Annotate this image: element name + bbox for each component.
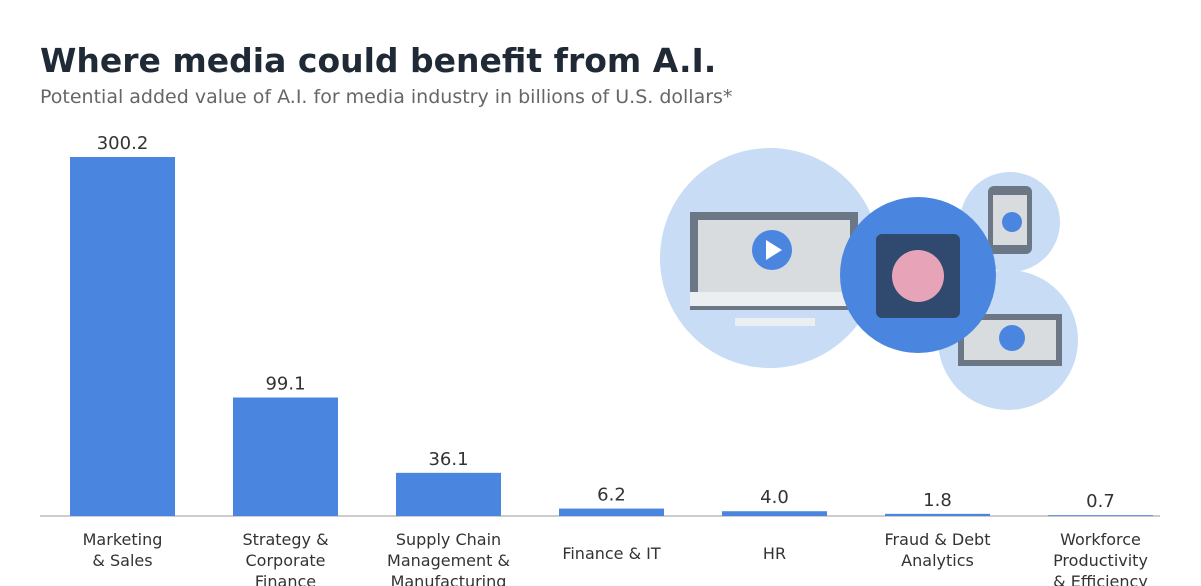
bar: [233, 397, 338, 516]
play-icon: [766, 240, 782, 260]
illustration: [660, 148, 1078, 410]
x-tick-label: Fraud & Debt Analytics: [885, 530, 991, 570]
x-tick-label: Strategy & Corporate Finance: [242, 530, 328, 586]
bar: [70, 157, 175, 516]
brain: [892, 250, 944, 302]
play: [999, 325, 1025, 351]
x-tick-label: Workforce Productivity & Efficiency: [1053, 530, 1148, 586]
monitor-base: [690, 292, 858, 306]
bar: [1048, 515, 1153, 516]
x-tick-label: Finance & IT: [562, 544, 661, 563]
x-tick-label: Supply Chain Management & Manufacturing: [387, 530, 510, 586]
x-tick-label: Marketing & Sales: [83, 530, 163, 570]
bar: [885, 513, 990, 516]
value-label: 4.0: [760, 487, 789, 508]
value-label: 36.1: [428, 449, 468, 470]
bar: [559, 508, 664, 516]
value-label: 99.1: [265, 373, 305, 394]
value-label: 1.8: [923, 490, 952, 511]
play: [1002, 212, 1022, 232]
chart-subtitle: Potential added value of A.I. for media …: [40, 86, 732, 108]
stand: [735, 318, 815, 326]
x-tick-label: HR: [763, 544, 786, 563]
bar: [396, 472, 501, 516]
bar: [722, 511, 827, 516]
chart-title: Where media could benefit from A.I.: [40, 41, 716, 80]
value-label: 6.2: [597, 485, 626, 506]
value-label: 0.7: [1086, 491, 1115, 512]
value-label: 300.2: [97, 133, 149, 154]
